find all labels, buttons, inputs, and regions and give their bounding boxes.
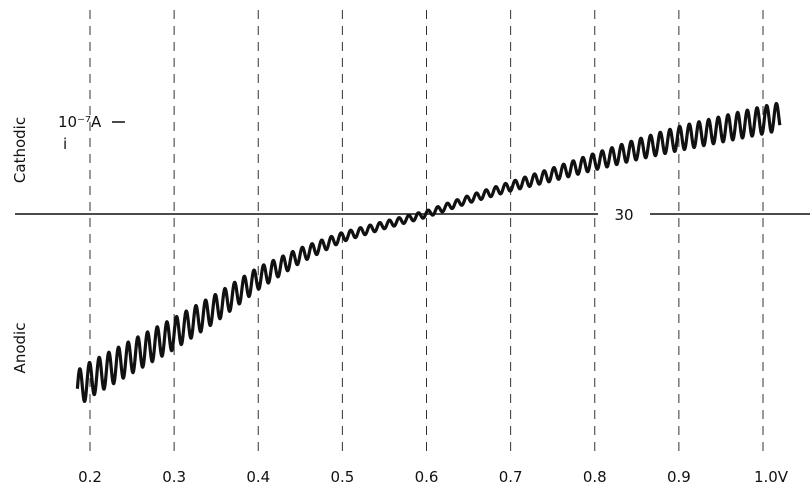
y-axis-label: i [63,135,67,153]
x-tick-label: 0.5 [330,468,354,486]
vertical-gridlines [89,10,764,452]
cathodic-label: Cathodic [11,117,29,183]
x-tick-label: 0.9 [667,468,691,486]
y-unit-label: 10⁻⁷A [58,113,102,131]
x-tick-label: 0.3 [162,468,186,486]
zero-line-label: 30 [614,206,633,224]
x-tick-label: 0.7 [499,468,523,486]
x-tick-label: 1.0V [754,468,789,486]
x-tick-label: 0.8 [583,468,607,486]
current-voltage-curve [75,101,782,403]
anodic-label: Anodic [11,323,29,374]
x-tick-label: 0.4 [246,468,270,486]
x-tick-label: 0.2 [78,468,102,486]
x-tick-labels: 0.2 0.3 0.4 0.5 0.6 0.7 0.8 0.9 1.0V [78,468,789,486]
x-tick-label: 0.6 [415,468,439,486]
